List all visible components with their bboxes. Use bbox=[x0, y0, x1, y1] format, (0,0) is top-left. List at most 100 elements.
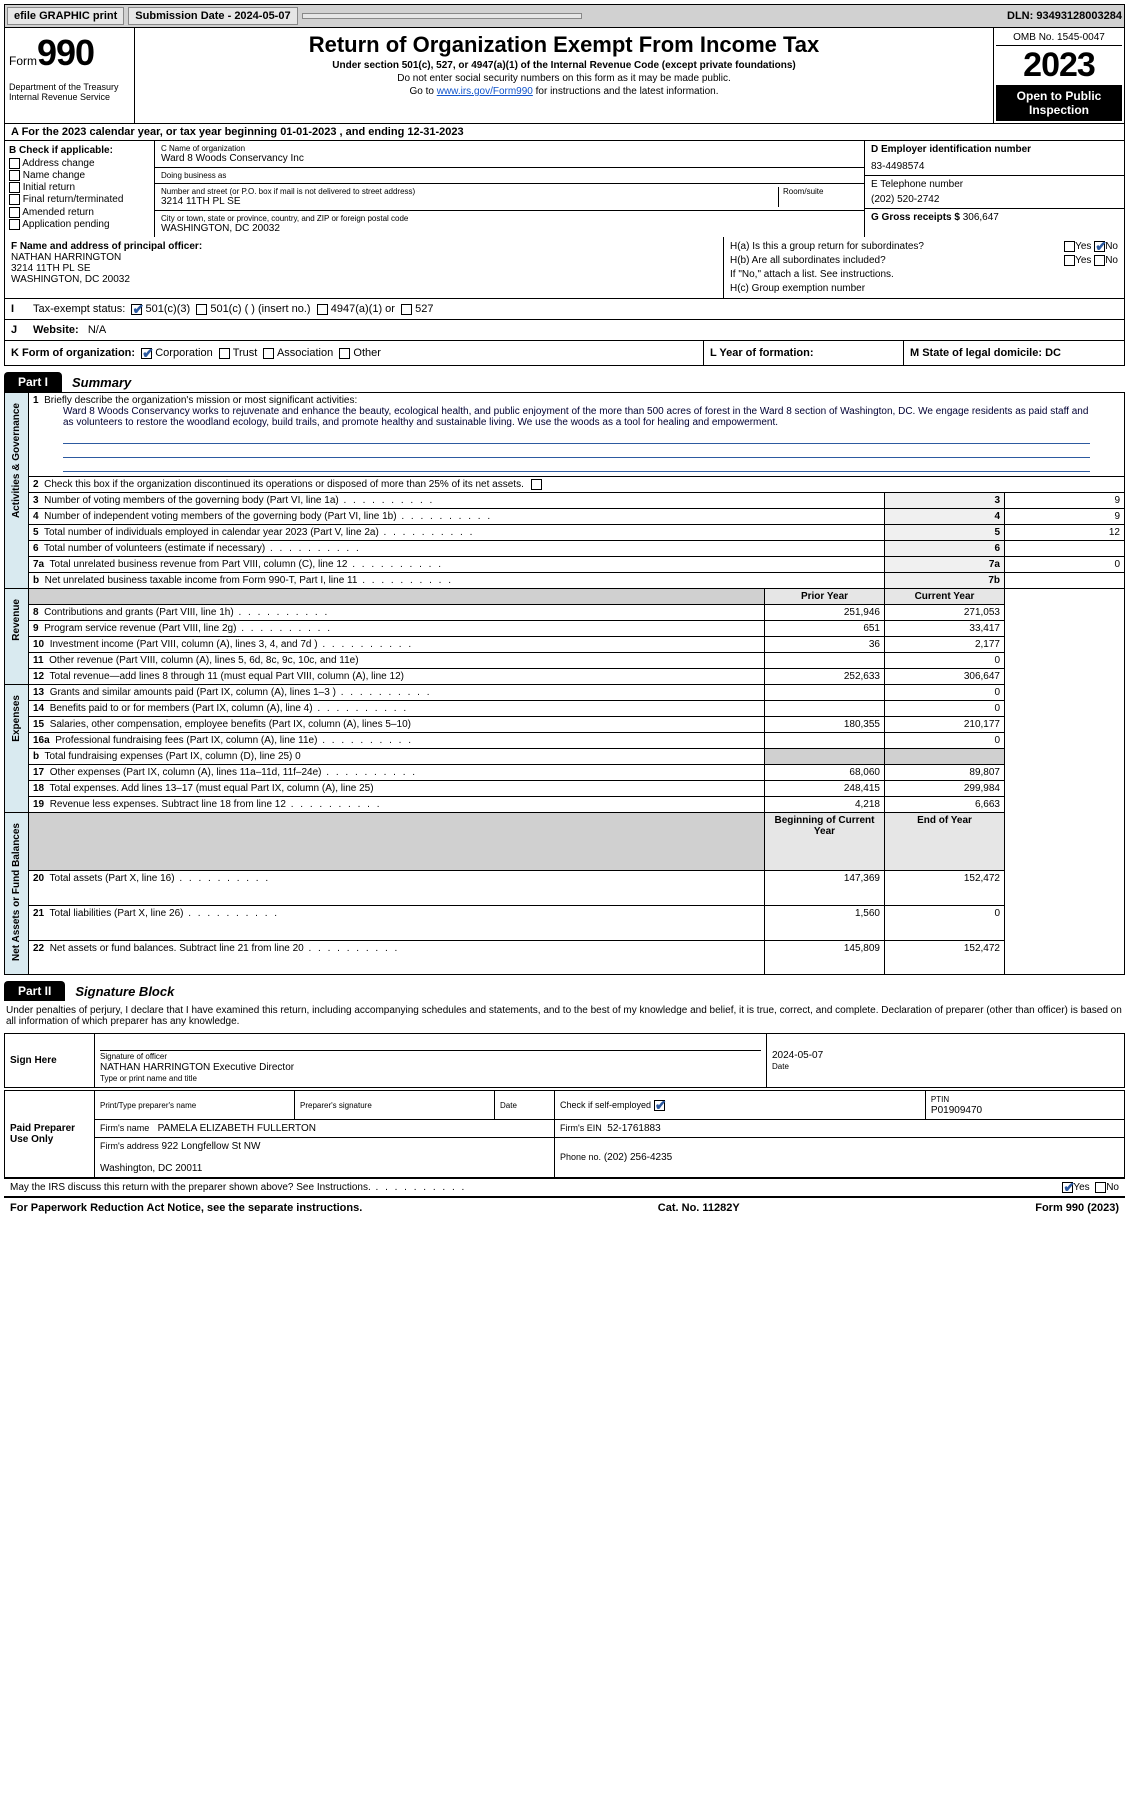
firm-name: PAMELA ELIZABETH FULLERTON bbox=[158, 1123, 316, 1134]
open-public-label: Open to Public Inspection bbox=[996, 85, 1122, 121]
i-label: Tax-exempt status: bbox=[33, 303, 125, 315]
r6-text: Total number of volunteers (estimate if … bbox=[44, 543, 361, 554]
top-bar: efile GRAPHIC print Submission Date - 20… bbox=[4, 4, 1125, 28]
ptin-value: P01909470 bbox=[931, 1105, 982, 1116]
dln-label: DLN: 93493128003284 bbox=[1007, 10, 1122, 22]
discuss-yes[interactable] bbox=[1062, 1182, 1073, 1193]
subtitle-3: Go to www.irs.gov/Form990 for instructio… bbox=[143, 86, 985, 97]
row-a: A For the 2023 calendar year, or tax yea… bbox=[4, 124, 1125, 141]
row-k: K Form of organization: Corporation Trus… bbox=[4, 341, 1125, 366]
hb-yes[interactable] bbox=[1064, 255, 1075, 266]
paperwork-cat: Cat. No. 11282Y bbox=[658, 1202, 740, 1214]
paid-prep-label: Paid Preparer Use Only bbox=[5, 1091, 95, 1178]
row-j: JWebsite: N/A bbox=[4, 320, 1125, 341]
checkbox-initial-return[interactable] bbox=[9, 182, 20, 193]
tel-value: (202) 520-2742 bbox=[871, 194, 1118, 205]
city-value: WASHINGTON, DC 20032 bbox=[161, 223, 858, 234]
r7a-text: Total unrelated business revenue from Pa… bbox=[50, 559, 444, 570]
r5-val: 12 bbox=[1005, 525, 1125, 541]
discuss-no[interactable] bbox=[1095, 1182, 1106, 1193]
discuss-text: May the IRS discuss this return with the… bbox=[10, 1182, 466, 1193]
eoy-hdr: End of Year bbox=[885, 813, 1005, 871]
checkbox-final-return[interactable] bbox=[9, 194, 20, 205]
discuss-row: May the IRS discuss this return with the… bbox=[4, 1178, 1125, 1196]
cb-corp[interactable] bbox=[141, 348, 152, 359]
part2-title: Signature Block bbox=[65, 984, 174, 999]
paperwork-row: For Paperwork Reduction Act Notice, see … bbox=[4, 1196, 1125, 1218]
sig-date: 2024-05-07 bbox=[772, 1050, 823, 1061]
form-number: 990 bbox=[37, 32, 94, 73]
efile-button[interactable]: efile GRAPHIC print bbox=[7, 7, 124, 25]
sign-here-label: Sign Here bbox=[5, 1034, 95, 1088]
ein-value: 83-4498574 bbox=[871, 161, 1118, 172]
summary-table: Activities & Governance 1 Briefly descri… bbox=[4, 392, 1125, 975]
section-c: C Name of organizationWard 8 Woods Conse… bbox=[155, 141, 864, 237]
paperwork-form: Form 990 (2023) bbox=[1035, 1202, 1119, 1214]
perjury-text: Under penalties of perjury, I declare th… bbox=[4, 1001, 1125, 1031]
vlabel-rev: Revenue bbox=[11, 591, 22, 649]
cb-4947[interactable] bbox=[317, 304, 328, 315]
section-d: D Employer identification number 83-44985… bbox=[864, 141, 1124, 237]
hb-no[interactable] bbox=[1094, 255, 1105, 266]
ein-label: D Employer identification number bbox=[871, 144, 1031, 155]
firm-phone: (202) 256-4235 bbox=[604, 1152, 672, 1163]
r6-val bbox=[1005, 541, 1125, 557]
part1-tab: Part I bbox=[4, 372, 62, 392]
checkbox-address-change[interactable] bbox=[9, 158, 20, 169]
gross-value: 306,647 bbox=[963, 212, 999, 223]
ha-label: H(a) Is this a group return for subordin… bbox=[730, 241, 924, 252]
addr-label: Number and street (or P.O. box if mail i… bbox=[161, 187, 778, 196]
cb-527[interactable] bbox=[401, 304, 412, 315]
irs-link[interactable]: www.irs.gov/Form990 bbox=[437, 86, 533, 97]
self-employed-cb[interactable] bbox=[654, 1100, 665, 1111]
f-label: F Name and address of principal officer: bbox=[11, 241, 202, 252]
dept-label: Department of the Treasury Internal Reve… bbox=[9, 82, 130, 102]
vlabel-na: Net Assets or Fund Balances bbox=[11, 815, 22, 969]
r4-text: Number of independent voting members of … bbox=[44, 511, 492, 522]
empty-button[interactable] bbox=[302, 13, 582, 19]
city-label: City or town, state or province, country… bbox=[161, 214, 858, 223]
checkbox-name-change[interactable] bbox=[9, 170, 20, 181]
row-f-h: F Name and address of principal officer:… bbox=[4, 237, 1125, 299]
c-name-label: C Name of organization bbox=[161, 144, 858, 153]
form-label: Form bbox=[9, 54, 37, 68]
l-year: L Year of formation: bbox=[704, 341, 904, 365]
cb-assoc[interactable] bbox=[263, 348, 274, 359]
subtitle-1: Under section 501(c), 527, or 4947(a)(1)… bbox=[143, 60, 985, 71]
q2-checkbox[interactable] bbox=[531, 479, 542, 490]
boy-hdr: Beginning of Current Year bbox=[765, 813, 885, 871]
section-b: B Check if applicable: Address change Na… bbox=[5, 141, 155, 237]
current-hdr: Current Year bbox=[885, 589, 1005, 605]
section-bcd: B Check if applicable: Address change Na… bbox=[4, 141, 1125, 237]
cb-trust[interactable] bbox=[219, 348, 230, 359]
checkbox-amended[interactable] bbox=[9, 207, 20, 218]
ha-yes[interactable] bbox=[1064, 241, 1075, 252]
cb-501c[interactable] bbox=[196, 304, 207, 315]
officer-sig: NATHAN HARRINGTON Executive Director bbox=[100, 1062, 294, 1073]
firm-ein: 52-1761883 bbox=[607, 1123, 660, 1134]
r7b-text: Net unrelated business taxable income fr… bbox=[45, 575, 453, 586]
dba-label: Doing business as bbox=[161, 171, 858, 180]
subtitle-2: Do not enter social security numbers on … bbox=[143, 73, 985, 84]
b-header: B Check if applicable: bbox=[9, 145, 150, 156]
street-address: 3214 11TH PL SE bbox=[161, 196, 778, 207]
cb-501c3[interactable] bbox=[131, 304, 142, 315]
form-header: Form990 Department of the Treasury Inter… bbox=[4, 28, 1125, 124]
m-state: M State of legal domicile: DC bbox=[904, 341, 1124, 365]
j-label: Website: bbox=[33, 324, 79, 336]
hc-label: H(c) Group exemption number bbox=[730, 283, 1118, 294]
row-i: ITax-exempt status: 501(c)(3) 501(c) ( )… bbox=[4, 299, 1125, 320]
r5-text: Total number of individuals employed in … bbox=[44, 527, 474, 538]
r4-val: 9 bbox=[1005, 509, 1125, 525]
officer-name: NATHAN HARRINGTON bbox=[11, 252, 121, 263]
signature-table: Sign Here Signature of officerNATHAN HAR… bbox=[4, 1033, 1125, 1088]
cb-other[interactable] bbox=[339, 348, 350, 359]
prior-hdr: Prior Year bbox=[765, 589, 885, 605]
checkbox-app-pending[interactable] bbox=[9, 219, 20, 230]
submission-button[interactable]: Submission Date - 2024-05-07 bbox=[128, 7, 297, 25]
room-label: Room/suite bbox=[783, 187, 858, 196]
r3-text: Number of voting members of the governin… bbox=[44, 495, 434, 506]
preparer-table: Paid Preparer Use Only Print/Type prepar… bbox=[4, 1090, 1125, 1178]
ha-no[interactable] bbox=[1094, 241, 1105, 252]
part2-header: Part II Signature Block bbox=[4, 981, 1125, 1001]
